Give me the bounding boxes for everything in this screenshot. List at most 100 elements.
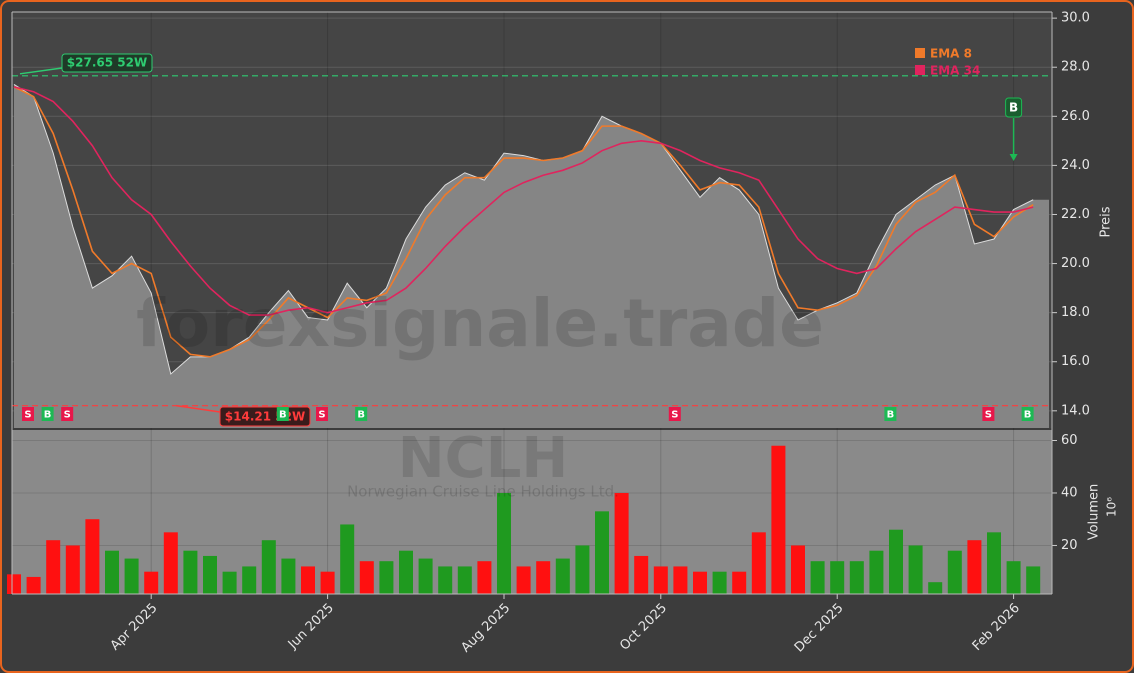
volume-bar (379, 561, 394, 594)
signal-label: S (24, 410, 31, 421)
signal-label: S (318, 410, 325, 421)
signal-marker (61, 407, 74, 421)
volume-bar (575, 545, 590, 594)
volume-bar (673, 566, 688, 594)
price-line (13, 83, 1034, 375)
high-arrow (19, 67, 63, 75)
signal-marker (41, 407, 54, 421)
ticker: NCLH (398, 426, 569, 491)
ema-line (13, 86, 1034, 358)
low-arrow (175, 404, 221, 413)
volume-bar (732, 571, 747, 594)
y-tick-label: 60 (1061, 433, 1078, 448)
y-tick-label: 14.0 (1061, 403, 1090, 418)
volume-bar (830, 561, 845, 594)
high-label: $27.65 52W (67, 56, 147, 70)
volume-bar (653, 566, 668, 594)
volume-bar (281, 558, 296, 594)
volume-bar (1026, 566, 1041, 594)
y-tick-label: 18.0 (1061, 305, 1090, 320)
volume-bar (418, 558, 433, 594)
company: Norwegian Cruise Line Holdings Ltd. (347, 483, 619, 501)
signal-label: B (44, 410, 52, 421)
volume-bar (497, 492, 511, 594)
legend-swatch (915, 48, 925, 58)
volume-bar (163, 532, 178, 594)
high-box (61, 53, 153, 73)
y-tick-label: 20 (1061, 538, 1078, 553)
volume-bar (105, 550, 119, 594)
volume-bar (124, 558, 139, 594)
volume-bar (810, 561, 825, 594)
volume-bar (751, 532, 766, 594)
legend-swatch (915, 65, 925, 75)
signal-label: S (985, 410, 992, 421)
volume-bar (320, 571, 335, 594)
y-tick-label: 26.0 (1061, 109, 1090, 124)
volume-bar (261, 540, 276, 594)
volume-bar (477, 561, 492, 594)
volume-bar (144, 571, 159, 594)
volume-bar (889, 529, 903, 594)
volume-bar (967, 540, 982, 594)
y-tick-label: 20.0 (1061, 256, 1090, 271)
volume-bar (869, 550, 884, 594)
signal-arrowhead (1009, 154, 1018, 161)
low-label: $14.21 52W (225, 410, 305, 424)
latest-signal-box (1005, 97, 1023, 118)
volume-bar (438, 566, 453, 594)
volume-bar (203, 555, 217, 594)
volume-bar (242, 566, 257, 594)
volume-bar (928, 582, 943, 594)
volume-bar (791, 545, 805, 594)
signal-label: B (1024, 410, 1032, 421)
y-tick-label: 28.0 (1061, 60, 1090, 75)
volume-bar (712, 571, 727, 594)
ema-line (13, 86, 1034, 316)
y-axis-label: Preis (1099, 206, 1114, 237)
volume-bar (987, 532, 1001, 594)
volume-bar (301, 566, 315, 594)
latest-signal-label: B (1009, 101, 1018, 115)
volume-bar (85, 519, 100, 594)
volume-bar (457, 566, 472, 594)
watermark: forexsignale.trade (136, 285, 824, 362)
signal-label: B (887, 410, 895, 421)
volume-unit: 10⁶ (1105, 497, 1119, 517)
volume-bar (183, 550, 198, 594)
volume-bar (7, 574, 21, 594)
volume-bar (516, 566, 531, 594)
y-tick-label: 22.0 (1061, 207, 1090, 222)
signal-marker (355, 407, 368, 421)
volume-bar (1006, 561, 1021, 594)
plot-layer (7, 12, 1052, 594)
signal-marker (22, 407, 34, 421)
signal-label: B (279, 410, 287, 421)
volume-bar (693, 571, 707, 594)
y-tick-label: 40 (1061, 485, 1078, 500)
signal-marker (316, 407, 328, 421)
signal-marker (1021, 407, 1034, 421)
volume-bar (614, 492, 629, 594)
volume-bar (908, 545, 923, 594)
volume-bar (634, 555, 649, 594)
signal-marker (276, 407, 289, 421)
signal-marker (982, 407, 995, 421)
legend-label: EMA 8 (930, 47, 972, 61)
signal-label: S (671, 410, 678, 421)
volume-bar (65, 545, 80, 594)
volume-bar (536, 561, 551, 594)
volume-axis-label: Volumen (1087, 484, 1102, 541)
volume-bar (359, 561, 374, 594)
price-area (14, 84, 1049, 428)
signal-marker (884, 407, 897, 421)
volume-bar (555, 558, 570, 594)
signal-label: B (357, 410, 365, 421)
volume-bar (849, 561, 864, 594)
y-tick-label: 16.0 (1061, 354, 1090, 369)
signal-label: S (64, 410, 71, 421)
volume-bar (947, 550, 962, 594)
y-tick-label: 24.0 (1061, 158, 1090, 173)
